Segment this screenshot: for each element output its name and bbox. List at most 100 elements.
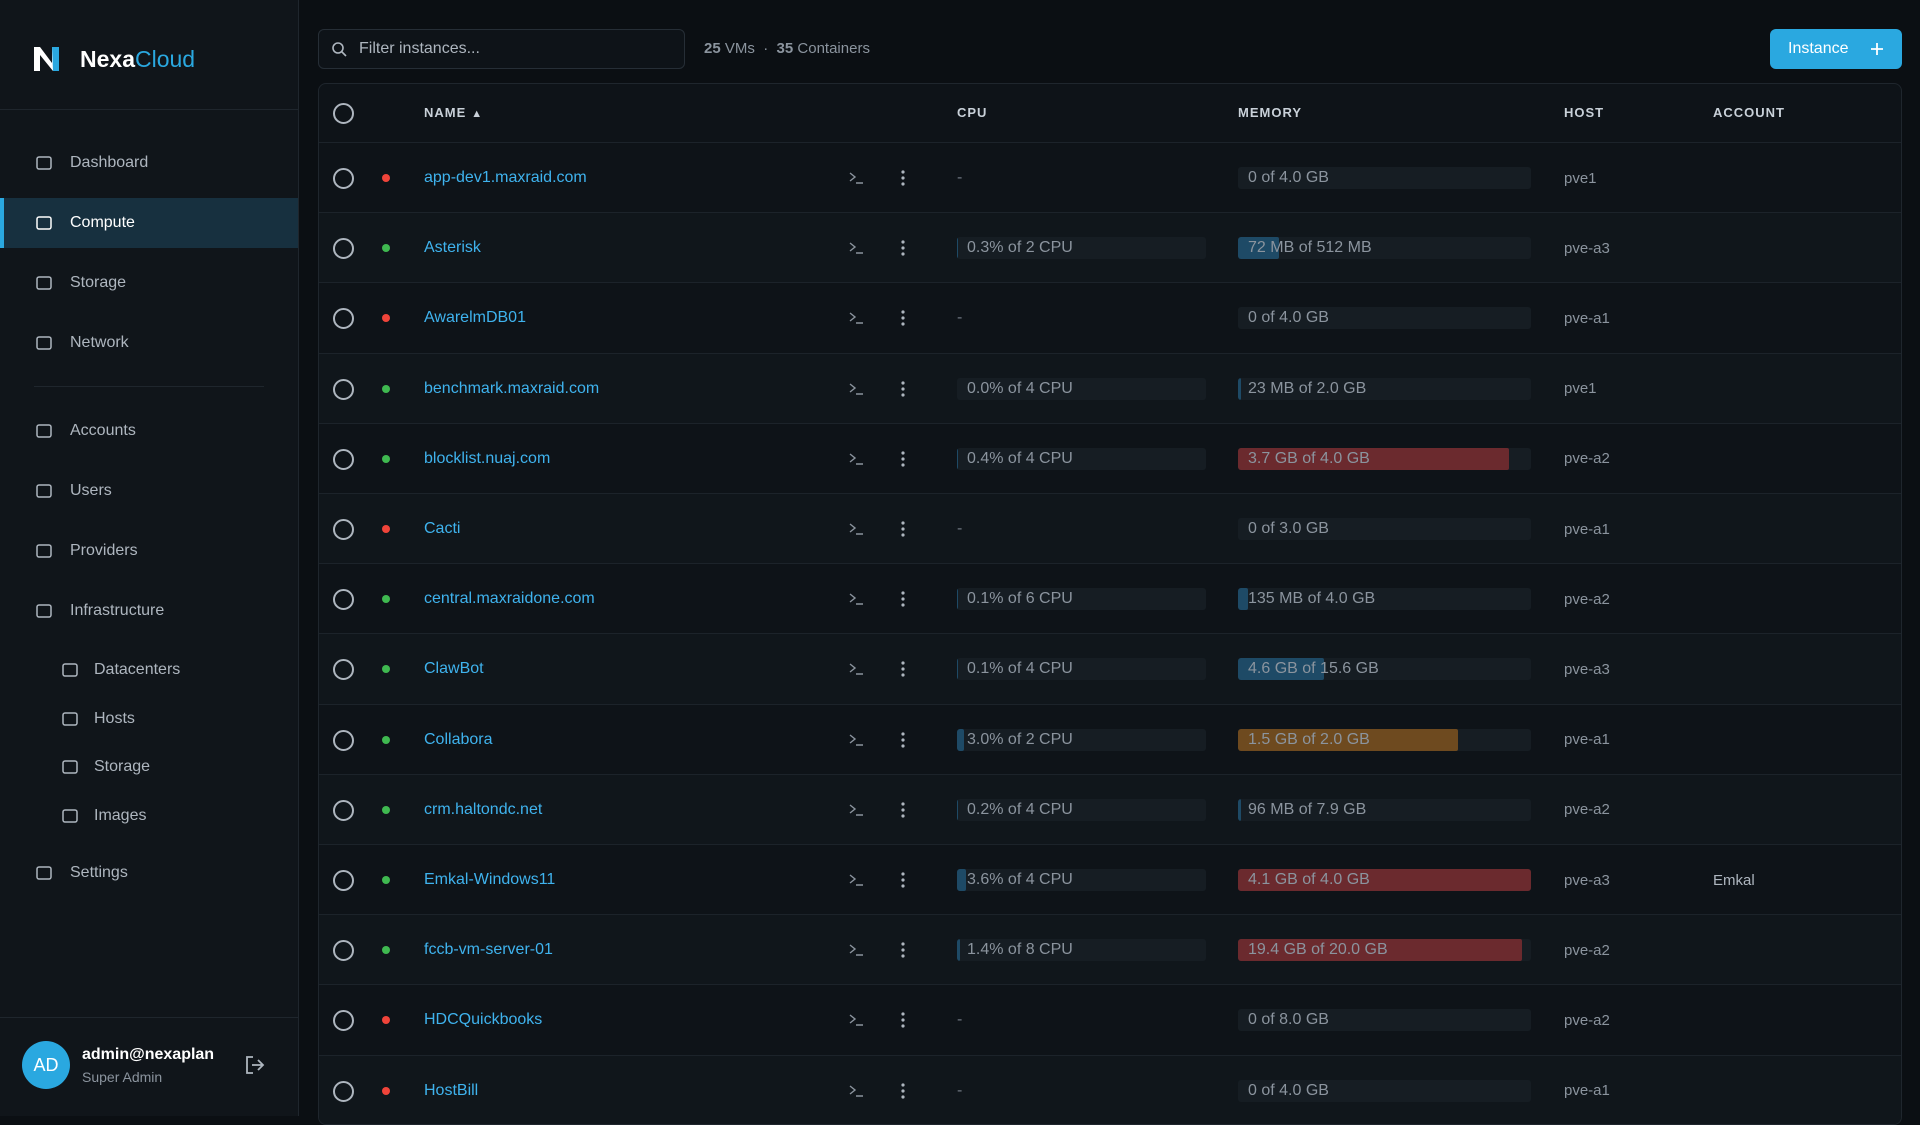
action-icons[interactable] [847, 799, 927, 821]
host: pve-a1 [1564, 494, 1610, 564]
action-icons[interactable] [847, 167, 927, 189]
row-actions[interactable] [847, 237, 927, 259]
column-header[interactable]: MEMORY [1238, 84, 1302, 142]
divider [0, 1017, 298, 1018]
instance-name[interactable]: fccb-vm-server-01 [424, 915, 553, 985]
instance-name[interactable]: ClawBot [424, 634, 484, 704]
action-icons[interactable] [847, 869, 927, 891]
nav-item[interactable]: Hosts [0, 694, 298, 744]
usage-text: 0.0% of 4 CPU [967, 378, 1073, 400]
row-actions[interactable] [847, 307, 927, 329]
action-icons[interactable] [847, 307, 927, 329]
nav-item[interactable]: Providers [0, 526, 298, 576]
row-checkbox[interactable] [333, 1081, 354, 1102]
row-checkbox[interactable] [333, 589, 354, 610]
nav-item[interactable]: Compute [0, 198, 298, 248]
nav-item[interactable]: Datacenters [0, 645, 298, 695]
column-header[interactable]: NAME▲ [424, 84, 483, 142]
instance-name[interactable]: Collabora [424, 705, 492, 775]
action-icons[interactable] [847, 1009, 927, 1031]
row-checkbox[interactable] [333, 103, 354, 124]
instance-name[interactable]: HDCQuickbooks [424, 985, 542, 1055]
logout-icon[interactable] [244, 1054, 266, 1076]
nav-item[interactable]: Infrastructure [0, 586, 298, 636]
action-icons[interactable] [847, 448, 927, 470]
instance-name[interactable]: Cacti [424, 494, 460, 564]
row-checkbox[interactable] [333, 519, 354, 540]
row-actions[interactable] [847, 1009, 927, 1031]
nav-item[interactable]: Dashboard [0, 138, 298, 188]
row-actions[interactable] [847, 799, 927, 821]
row-actions[interactable] [847, 378, 927, 400]
row-checkbox[interactable] [333, 449, 354, 470]
instance-name[interactable]: Emkal-Windows11 [424, 845, 555, 915]
action-icons[interactable] [847, 518, 927, 540]
instance-name[interactable]: app-dev1.maxraid.com [424, 143, 587, 213]
row-checkbox[interactable] [333, 659, 354, 680]
instance-name[interactable]: blocklist.nuaj.com [424, 424, 550, 494]
row-actions[interactable] [847, 167, 927, 189]
action-icons[interactable] [847, 588, 927, 610]
nav-item[interactable]: Users [0, 466, 298, 516]
nav-item[interactable]: Accounts [0, 406, 298, 456]
row-actions[interactable] [847, 939, 927, 961]
search-box[interactable]: Filter instances... [318, 29, 685, 69]
avatar[interactable]: AD [22, 1041, 70, 1089]
action-icons[interactable] [847, 237, 927, 259]
row-actions[interactable] [847, 588, 927, 610]
nav-item[interactable]: Images [0, 791, 298, 841]
row-actions[interactable] [847, 658, 927, 680]
row-checkbox[interactable] [333, 168, 354, 189]
column-header[interactable]: ACCOUNT [1713, 84, 1785, 142]
instance-name[interactable]: HostBill [424, 1056, 478, 1125]
row-checkbox[interactable] [333, 379, 354, 400]
row-checkbox[interactable] [333, 940, 354, 961]
action-icons[interactable] [847, 378, 927, 400]
container-label: Containers [797, 40, 870, 57]
action-icons[interactable] [847, 1080, 927, 1102]
row-checkbox[interactable] [333, 730, 354, 751]
row-actions[interactable] [847, 729, 927, 751]
nav-item[interactable]: Storage [0, 742, 298, 792]
nav-label: Datacenters [94, 661, 180, 679]
row-checkbox[interactable] [333, 308, 354, 329]
usage-bar: 1.5 GB of 2.0 GB [1238, 729, 1531, 751]
instance-name[interactable]: benchmark.maxraid.com [424, 354, 599, 424]
row-actions[interactable] [847, 448, 927, 470]
row-checkbox[interactable] [333, 1010, 354, 1031]
action-icons[interactable] [847, 939, 927, 961]
nav-item[interactable]: Settings [0, 848, 298, 898]
instance-name[interactable]: AwarelmDB01 [424, 283, 526, 353]
action-icons[interactable] [847, 729, 927, 751]
column-header[interactable]: HOST [1564, 84, 1604, 142]
instance-name[interactable]: central.maxraidone.com [424, 564, 595, 634]
nav-item[interactable]: Storage [0, 258, 298, 308]
row-checkbox[interactable] [333, 800, 354, 821]
nav-item[interactable]: Network [0, 318, 298, 368]
row-actions[interactable] [847, 518, 927, 540]
instance-name[interactable]: crm.haltondc.net [424, 775, 542, 845]
row-checkbox[interactable] [333, 870, 354, 891]
cpu-text: - [957, 985, 962, 1055]
row-checkbox[interactable] [333, 238, 354, 259]
action-icons[interactable] [847, 658, 927, 680]
row-actions[interactable] [847, 1080, 927, 1102]
row-actions[interactable] [847, 869, 927, 891]
new-instance-button[interactable]: Instance [1770, 29, 1902, 69]
column-header[interactable]: CPU [957, 84, 987, 142]
instance-name[interactable]: Asterisk [424, 213, 481, 283]
